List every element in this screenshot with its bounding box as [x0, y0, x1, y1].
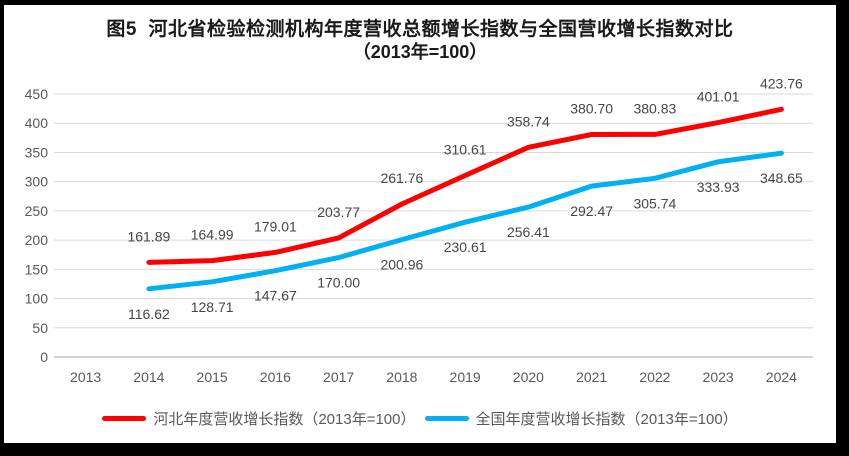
data-label-hebei: 401.01	[697, 89, 740, 105]
legend-line-swatch-national	[424, 415, 469, 421]
y-axis-tick-label: 100	[25, 291, 49, 307]
data-label-hebei: 179.01	[254, 218, 297, 234]
y-axis-tick-label: 200	[25, 232, 49, 248]
x-axis-tick-label: 2023	[703, 369, 734, 385]
data-label-hebei: 380.83	[633, 100, 676, 116]
y-axis-tick-label: 0	[40, 349, 48, 365]
legend-item-hebei: 河北年度营收增长指数（2013年=100）	[102, 408, 416, 429]
data-label-national: 116.62	[128, 306, 170, 322]
data-label-hebei: 310.61	[444, 141, 487, 157]
data-label-national: 128.71	[191, 299, 234, 315]
y-axis-tick-label: 400	[25, 115, 49, 131]
data-label-hebei: 161.89	[127, 228, 170, 244]
chart-legend: 河北年度营收增长指数（2013年=100） 全国年度营收增长指数（2013年=1…	[4, 407, 836, 429]
data-label-national: 256.41	[507, 224, 550, 240]
y-axis-tick-label: 300	[25, 174, 49, 190]
data-label-hebei: 423.76	[760, 75, 803, 91]
legend-label-national: 全国年度营收增长指数（2013年=100）	[475, 410, 738, 428]
x-axis-tick-label: 2013	[70, 369, 101, 385]
chart-title: 图5 河北省检验检测机构年度营收总额增长指数与全国营收增长指数对比 （2013年…	[4, 18, 836, 64]
legend-label-hebei: 河北年度营收增长指数（2013年=100）	[153, 410, 416, 428]
data-label-hebei: 380.70	[570, 101, 613, 117]
data-label-hebei: 164.99	[191, 227, 234, 243]
data-label-hebei: 203.77	[317, 204, 360, 220]
x-axis-tick-label: 2016	[260, 369, 291, 385]
data-label-hebei: 261.76	[380, 170, 423, 186]
line-chart-plot: 0 50 100 150 200 250 300 350 400 450 2013 2014 2015 2…	[25, 75, 813, 385]
x-axis-tick-label: 2017	[323, 369, 354, 385]
y-axis-tick-label: 250	[25, 203, 49, 219]
x-axis-tick-label: 2015	[197, 369, 228, 385]
y-axis-tick-label: 450	[25, 86, 49, 102]
data-label-national: 200.96	[380, 257, 423, 273]
data-label-national: 333.93	[697, 179, 740, 195]
data-label-national: 305.74	[633, 195, 676, 211]
data-label-national: 292.47	[570, 203, 613, 219]
legend-line-swatch-hebei	[102, 415, 147, 421]
chart-title-line2: （2013年=100）	[352, 42, 488, 62]
x-axis-tick-label: 2019	[450, 369, 481, 385]
chart-figure: 图5 河北省检验检测机构年度营收总额增长指数与全国营收增长指数对比 （2013年…	[4, 5, 836, 443]
y-axis-tick-label: 350	[25, 144, 49, 160]
series-line-hebei	[146, 106, 784, 265]
data-label-national: 170.00	[317, 275, 360, 291]
data-label-hebei: 358.74	[507, 113, 550, 129]
chart-title-line1: 图5 河北省检验检测机构年度营收总额增长指数与全国营收增长指数对比	[106, 19, 734, 40]
legend-item-national: 全国年度营收增长指数（2013年=100）	[424, 408, 738, 429]
data-label-national: 230.61	[444, 239, 487, 255]
data-label-national: 348.65	[760, 170, 803, 186]
series-line-national	[146, 150, 784, 292]
x-axis-tick-label: 2014	[133, 369, 164, 385]
x-axis-tick-label: 2018	[386, 369, 417, 385]
x-axis-tick-label: 2024	[766, 369, 797, 385]
y-axis-tick-label: 50	[32, 320, 48, 336]
x-axis-tick-label: 2022	[639, 369, 670, 385]
x-axis-tick-label: 2021	[576, 369, 607, 385]
data-label-national: 147.67	[254, 288, 297, 304]
y-axis-tick-label: 150	[25, 261, 49, 277]
x-axis-tick-label: 2020	[513, 369, 544, 385]
